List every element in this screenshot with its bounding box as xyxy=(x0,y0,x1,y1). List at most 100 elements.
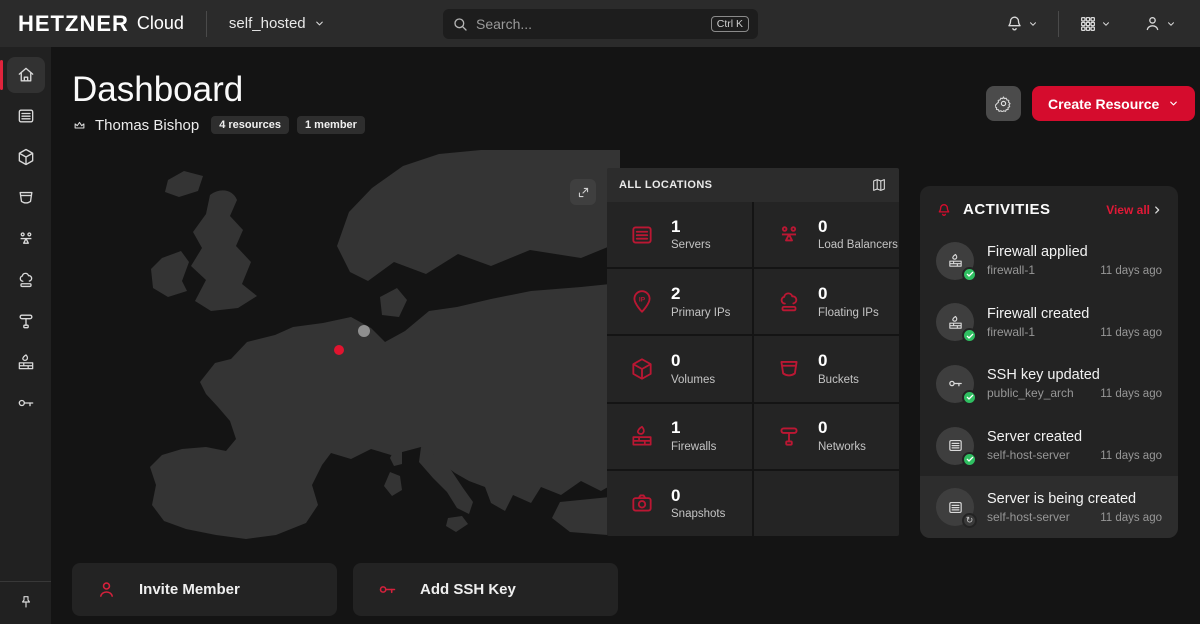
map-marker-server-location[interactable] xyxy=(334,345,344,355)
bell-icon xyxy=(1005,14,1024,33)
floating-ip-icon xyxy=(16,270,36,290)
stat-firewalls[interactable]: 1 Firewalls xyxy=(607,403,752,469)
sidebar-item-buckets[interactable] xyxy=(7,180,45,216)
success-check-icon xyxy=(962,328,977,344)
stat-label: Servers xyxy=(671,239,711,252)
topbar-divider xyxy=(205,10,207,37)
activity-item[interactable]: Firewall applied firewall-1 11 days ago xyxy=(920,230,1178,292)
activity-time: 11 days ago xyxy=(1100,265,1162,278)
activity-title: Firewall created xyxy=(987,305,1090,322)
map-icon[interactable] xyxy=(871,177,887,193)
sidebar-footer xyxy=(0,581,51,624)
global-search[interactable]: Ctrl K xyxy=(443,9,758,39)
sidebar-item-servers[interactable] xyxy=(7,98,45,134)
activity-time: 11 days ago xyxy=(1100,326,1162,339)
chevron-down-icon xyxy=(1166,19,1176,29)
stat-label: Firewalls xyxy=(671,441,717,454)
sidebar-item-volumes[interactable] xyxy=(7,139,45,175)
stat-value: 0 xyxy=(818,351,828,371)
project-selector[interactable]: self_hosted xyxy=(229,15,325,32)
invite-member-button[interactable]: Invite Member xyxy=(72,563,337,616)
add-ssh-key-button[interactable]: Add SSH Key xyxy=(353,563,618,616)
load-balancer-icon xyxy=(16,229,36,249)
crown-icon xyxy=(72,118,87,133)
invite-member-label: Invite Member xyxy=(139,581,240,598)
activity-time: 11 days ago xyxy=(1100,511,1162,524)
firewall-icon xyxy=(16,352,36,372)
activities-panel: ACTIVITIES View all Fir xyxy=(920,186,1178,538)
success-check-icon xyxy=(962,389,977,405)
stat-value: 1 xyxy=(671,216,681,236)
stat-load-balancers[interactable]: 0 Load Balancers xyxy=(754,202,899,268)
stat-floating-ips[interactable]: 0 Floating IPs xyxy=(754,269,899,335)
pin-icon[interactable] xyxy=(18,594,34,610)
sidebar-item-load-balancers[interactable] xyxy=(7,221,45,257)
key-icon xyxy=(16,393,36,413)
chevron-down-icon xyxy=(1101,19,1111,29)
server-icon xyxy=(947,437,964,454)
stat-snapshots[interactable]: 0 Snapshots xyxy=(607,470,752,536)
search-input[interactable] xyxy=(476,16,703,32)
sidebar-item-networks[interactable] xyxy=(7,303,45,339)
apps-grid-icon xyxy=(1079,15,1097,33)
map-marker-secondary[interactable] xyxy=(358,325,370,337)
sidebar-item-ssh-keys[interactable] xyxy=(7,385,45,421)
home-icon xyxy=(16,65,36,85)
bucket-icon xyxy=(776,356,802,382)
top-navigation-bar: HETZNER Cloud self_hosted Ctrl K xyxy=(0,0,1200,47)
account-menu[interactable] xyxy=(1137,10,1182,37)
locations-panel-header[interactable]: ALL LOCATIONS xyxy=(607,168,899,202)
resources-count-badge: 4 resources xyxy=(211,116,289,134)
activity-title: Server created xyxy=(987,429,1083,446)
activity-item[interactable]: ↻ Server is being created self-host-serv… xyxy=(920,476,1178,538)
map-sicily xyxy=(446,516,468,532)
bell-icon xyxy=(936,202,952,218)
stat-primary-ips[interactable]: IP 2 Primary IPs xyxy=(607,269,752,335)
create-resource-button[interactable]: Create Resource xyxy=(1032,86,1196,121)
sidebar-item-dashboard[interactable] xyxy=(0,57,45,93)
stat-label: Networks xyxy=(818,441,866,454)
success-check-icon xyxy=(962,451,977,467)
stat-networks[interactable]: 0 Networks xyxy=(754,403,899,469)
activities-view-all-link[interactable]: View all xyxy=(1106,203,1162,217)
stat-label: Primary IPs xyxy=(671,306,731,319)
cloud-product-label: Cloud xyxy=(136,13,184,33)
activities-list: Firewall applied firewall-1 11 days ago xyxy=(920,230,1178,538)
map-anatolia xyxy=(552,496,620,536)
activity-time: 11 days ago xyxy=(1100,450,1162,463)
owner-name: Thomas Bishop xyxy=(95,116,200,134)
activity-item[interactable]: Firewall created firewall-1 11 days ago xyxy=(920,292,1178,354)
activity-resource: self-host-server xyxy=(987,509,1070,524)
primary-ip-icon: IP xyxy=(629,289,655,315)
topbar-divider xyxy=(1058,10,1059,37)
stat-label: Buckets xyxy=(818,373,859,386)
map-sardinia xyxy=(384,472,402,496)
server-icon xyxy=(947,499,964,516)
in-progress-sync-icon: ↻ xyxy=(962,513,977,529)
activity-resource: public_key_arch xyxy=(987,386,1074,401)
topbar-actions xyxy=(999,10,1182,37)
firewall-icon xyxy=(947,252,964,269)
chevron-down-icon xyxy=(314,18,325,29)
search-icon xyxy=(452,16,468,32)
server-icon xyxy=(16,106,36,126)
stat-buckets[interactable]: 0 Buckets xyxy=(754,336,899,402)
success-check-icon xyxy=(962,266,977,282)
map-expand-button[interactable] xyxy=(570,179,596,205)
activity-item[interactable]: SSH key updated public_key_arch 11 days … xyxy=(920,353,1178,415)
apps-menu[interactable] xyxy=(1073,11,1117,37)
notifications-menu[interactable] xyxy=(999,10,1044,37)
sidebar-item-floating-ips[interactable] xyxy=(7,262,45,298)
snapshot-camera-icon xyxy=(629,490,655,516)
sidebar-navigation xyxy=(0,47,51,624)
stat-label: Floating IPs xyxy=(818,306,879,319)
stat-servers[interactable]: 1 Servers xyxy=(607,202,752,268)
project-settings-button[interactable] xyxy=(986,86,1021,121)
avatar xyxy=(936,303,977,344)
key-icon xyxy=(377,579,398,600)
stat-volumes[interactable]: 0 Volumes xyxy=(607,336,752,402)
network-icon xyxy=(776,423,802,449)
activity-item[interactable]: Server created self-host-server 11 days … xyxy=(920,415,1178,477)
load-balancer-icon xyxy=(776,222,802,248)
sidebar-item-firewalls[interactable] xyxy=(7,344,45,380)
